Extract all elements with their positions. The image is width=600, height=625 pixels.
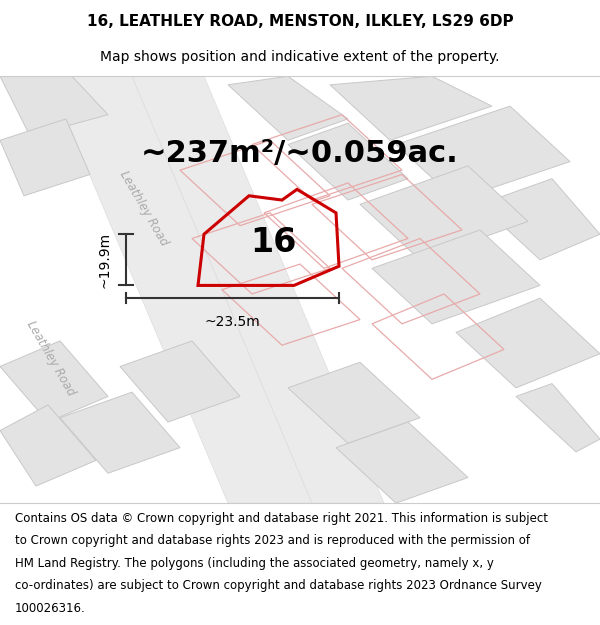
Polygon shape — [0, 119, 90, 196]
Text: HM Land Registry. The polygons (including the associated geometry, namely x, y: HM Land Registry. The polygons (includin… — [15, 557, 494, 570]
Text: 100026316.: 100026316. — [15, 602, 86, 615]
Polygon shape — [372, 230, 540, 324]
Polygon shape — [288, 123, 408, 200]
Polygon shape — [228, 76, 348, 140]
Text: to Crown copyright and database rights 2023 and is reproduced with the permissio: to Crown copyright and database rights 2… — [15, 534, 530, 548]
Text: Contains OS data © Crown copyright and database right 2021. This information is : Contains OS data © Crown copyright and d… — [15, 512, 548, 524]
Polygon shape — [480, 179, 600, 260]
Polygon shape — [516, 384, 600, 452]
Text: Map shows position and indicative extent of the property.: Map shows position and indicative extent… — [100, 50, 500, 64]
Polygon shape — [360, 166, 528, 260]
Text: ~19.9m: ~19.9m — [97, 232, 111, 288]
Text: Leathley Road: Leathley Road — [24, 318, 78, 398]
Polygon shape — [330, 76, 492, 140]
Text: Leathley Road: Leathley Road — [117, 169, 171, 248]
Text: co-ordinates) are subject to Crown copyright and database rights 2023 Ordnance S: co-ordinates) are subject to Crown copyr… — [15, 579, 542, 592]
Polygon shape — [456, 298, 600, 388]
Polygon shape — [0, 405, 96, 486]
Text: ~237m²/~0.059ac.: ~237m²/~0.059ac. — [141, 139, 459, 168]
Polygon shape — [48, 76, 312, 503]
Polygon shape — [60, 392, 180, 473]
Polygon shape — [120, 341, 240, 422]
Polygon shape — [288, 362, 420, 443]
Polygon shape — [336, 422, 468, 503]
Polygon shape — [132, 76, 384, 503]
Polygon shape — [0, 76, 108, 136]
Text: 16, LEATHLEY ROAD, MENSTON, ILKLEY, LS29 6DP: 16, LEATHLEY ROAD, MENSTON, ILKLEY, LS29… — [86, 14, 514, 29]
Polygon shape — [0, 341, 108, 422]
Text: 16: 16 — [250, 226, 296, 259]
Text: ~23.5m: ~23.5m — [205, 315, 260, 329]
Polygon shape — [396, 106, 570, 200]
